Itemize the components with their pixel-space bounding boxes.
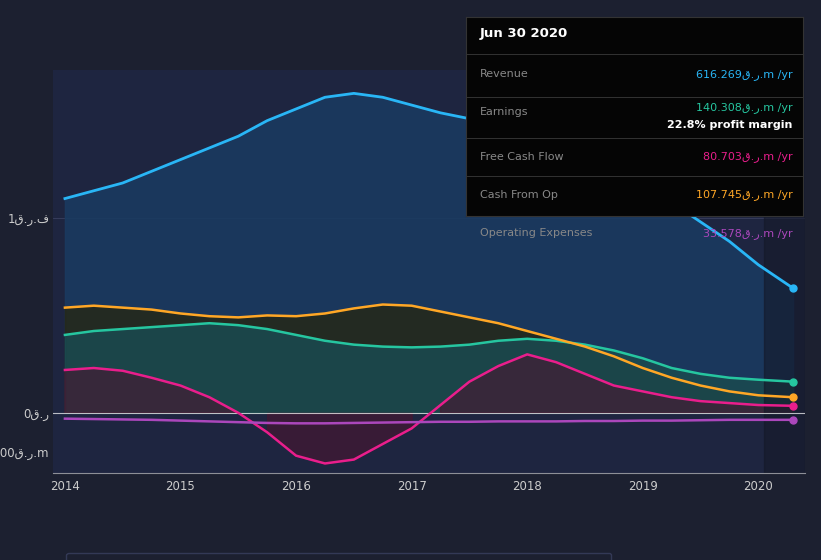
- Text: 616.269ق.ر.m /yr: 616.269ق.ر.m /yr: [696, 69, 793, 80]
- Text: Revenue: Revenue: [479, 69, 529, 80]
- Text: Operating Expenses: Operating Expenses: [479, 228, 592, 239]
- Legend: Revenue, Earnings, Free Cash Flow, Cash From Op, Operating Expenses: Revenue, Earnings, Free Cash Flow, Cash …: [67, 553, 612, 560]
- Text: Free Cash Flow: Free Cash Flow: [479, 152, 563, 162]
- Text: Jun 30 2020: Jun 30 2020: [479, 27, 568, 40]
- Text: 80.703ق.ر.m /yr: 80.703ق.ر.m /yr: [704, 151, 793, 162]
- Bar: [764, 70, 805, 473]
- Text: 33.578ق.ر.m /yr: 33.578ق.ر.m /yr: [704, 228, 793, 239]
- Text: 107.745ق.ر.m /yr: 107.745ق.ر.m /yr: [696, 189, 793, 200]
- Text: Cash From Op: Cash From Op: [479, 190, 557, 200]
- Text: 140.308ق.ر.m /yr: 140.308ق.ر.m /yr: [696, 102, 793, 113]
- Text: Earnings: Earnings: [479, 107, 528, 117]
- Text: 22.8% profit margin: 22.8% profit margin: [667, 120, 793, 130]
